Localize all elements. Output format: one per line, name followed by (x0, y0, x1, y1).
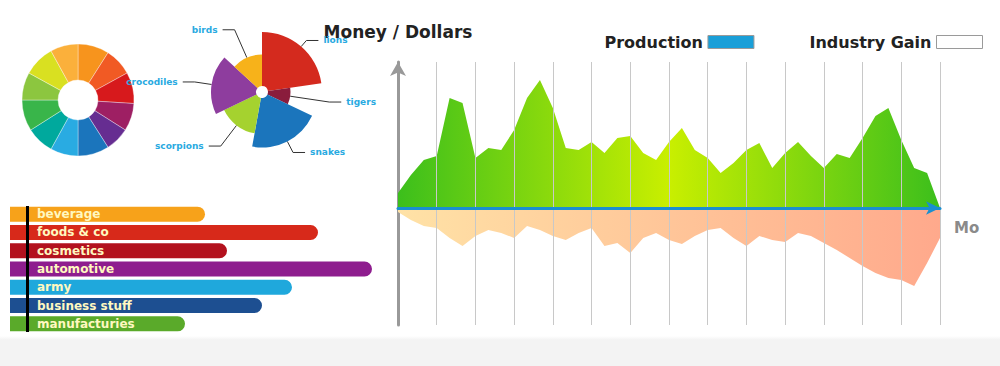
svg-text:birds: birds (192, 25, 218, 35)
svg-text:army: army (37, 280, 72, 294)
svg-text:Industry Gain: Industry Gain (809, 33, 931, 52)
svg-text:cosmetics: cosmetics (37, 244, 104, 258)
svg-text:crocodiles: crocodiles (126, 77, 178, 87)
svg-text:foods & co: foods & co (37, 225, 109, 239)
svg-text:beverage: beverage (37, 207, 100, 221)
svg-text:scorpions: scorpions (155, 141, 204, 151)
svg-text:snakes: snakes (310, 147, 345, 157)
svg-text:manufacturies: manufacturies (37, 317, 135, 331)
svg-text:business stuff: business stuff (37, 299, 132, 313)
svg-text:Production: Production (604, 33, 702, 52)
svg-text:Mo: Mo (954, 219, 979, 237)
svg-text:lions: lions (323, 35, 347, 45)
svg-text:automotive: automotive (37, 262, 114, 276)
svg-text:tigers: tigers (346, 97, 376, 107)
svg-text:Money / Dollars: Money / Dollars (323, 21, 473, 42)
